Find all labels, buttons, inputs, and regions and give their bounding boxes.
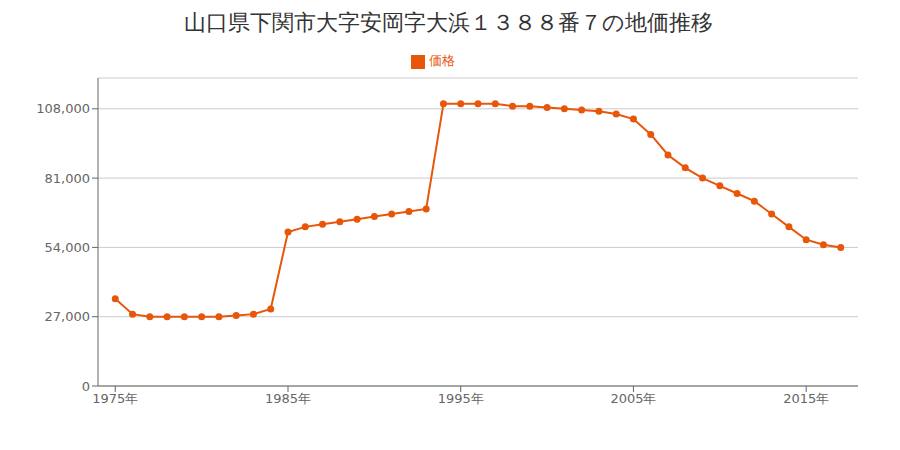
svg-text:0: 0 xyxy=(82,379,90,394)
svg-text:2005年: 2005年 xyxy=(610,391,656,406)
svg-text:54,000: 54,000 xyxy=(45,240,91,255)
svg-text:27,000: 27,000 xyxy=(45,309,91,324)
svg-text:1995年: 1995年 xyxy=(438,391,484,406)
svg-text:108,000: 108,000 xyxy=(36,101,90,116)
svg-text:1975年: 1975年 xyxy=(92,391,138,406)
svg-text:1985年: 1985年 xyxy=(265,391,311,406)
html-text:山口県下関市大字安岡字大浜１３８８番７の地価推移: 山口県下関市大字安岡字大浜１３８８番７の地価推移 xyxy=(183,10,713,35)
html-text:価格: 価格 xyxy=(429,53,455,68)
svg-text:2015年: 2015年 xyxy=(783,391,829,406)
svg-text:81,000: 81,000 xyxy=(45,171,91,186)
